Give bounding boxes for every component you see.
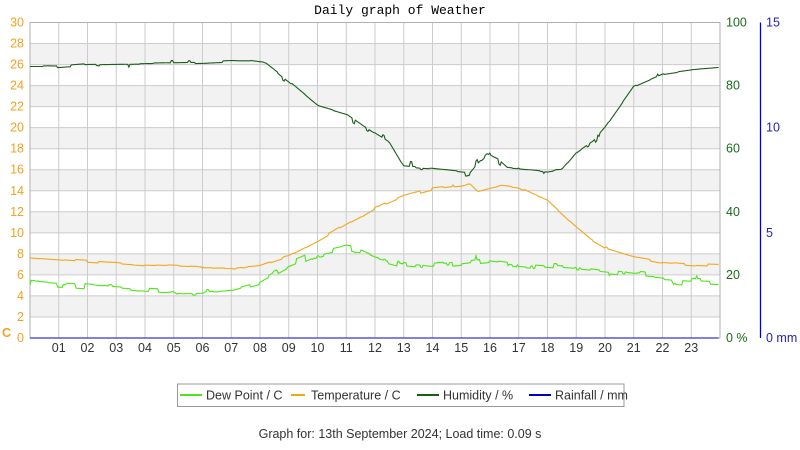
svg-text:Dew Point / C: Dew Point / C [206, 389, 282, 403]
svg-text:12: 12 [10, 205, 24, 219]
svg-text:11: 11 [340, 341, 353, 355]
svg-text:30: 30 [10, 16, 24, 30]
svg-text:06: 06 [196, 341, 210, 355]
svg-text:Humidity / %: Humidity / % [443, 389, 513, 403]
svg-text:12: 12 [368, 341, 382, 355]
svg-text:23: 23 [684, 341, 698, 355]
svg-text:0: 0 [17, 331, 24, 345]
svg-text:19: 19 [569, 341, 583, 355]
svg-text:28: 28 [10, 37, 24, 51]
svg-text:Graph for: 13th September 2024: Graph for: 13th September 2024; Load tim… [259, 427, 542, 441]
svg-text:5: 5 [766, 226, 773, 240]
svg-text:18: 18 [541, 341, 555, 355]
svg-text:16: 16 [10, 163, 24, 177]
svg-text:10: 10 [10, 226, 24, 240]
svg-text:04: 04 [138, 341, 152, 355]
svg-text:16: 16 [483, 341, 497, 355]
svg-text:20: 20 [726, 268, 740, 282]
svg-text:Rainfall / mm: Rainfall / mm [555, 389, 628, 403]
svg-text:8: 8 [17, 247, 24, 261]
svg-text:20: 20 [598, 341, 612, 355]
svg-text:07: 07 [224, 341, 238, 355]
svg-text:14: 14 [10, 184, 24, 198]
svg-text:02: 02 [81, 341, 95, 355]
svg-text:09: 09 [282, 341, 296, 355]
svg-text:C: C [2, 326, 11, 340]
svg-text:15: 15 [766, 16, 780, 30]
svg-text:03: 03 [109, 341, 123, 355]
svg-text:17: 17 [512, 341, 526, 355]
svg-text:22: 22 [656, 341, 670, 355]
svg-text:4: 4 [17, 289, 24, 303]
svg-text:6: 6 [17, 268, 24, 282]
svg-text:21: 21 [627, 341, 641, 355]
svg-text:Daily graph of Weather: Daily graph of Weather [314, 3, 486, 18]
svg-text:20: 20 [10, 121, 24, 135]
svg-text:01: 01 [52, 341, 66, 355]
svg-text:0 %: 0 % [726, 331, 748, 345]
svg-text:05: 05 [167, 341, 181, 355]
svg-text:15: 15 [454, 341, 468, 355]
svg-text:13: 13 [397, 341, 411, 355]
svg-text:10: 10 [766, 121, 780, 135]
svg-text:10: 10 [311, 341, 325, 355]
svg-text:2: 2 [17, 310, 24, 324]
svg-text:22: 22 [10, 100, 24, 114]
svg-text:0 mm: 0 mm [766, 331, 797, 345]
svg-text:14: 14 [426, 341, 440, 355]
svg-text:60: 60 [726, 142, 740, 156]
svg-text:08: 08 [253, 341, 267, 355]
svg-text:Temperature / C: Temperature / C [311, 389, 401, 403]
svg-text:100: 100 [726, 16, 747, 30]
svg-text:80: 80 [726, 79, 740, 93]
svg-text:18: 18 [10, 142, 24, 156]
svg-text:40: 40 [726, 205, 740, 219]
svg-text:24: 24 [10, 79, 24, 93]
svg-text:26: 26 [10, 58, 24, 72]
